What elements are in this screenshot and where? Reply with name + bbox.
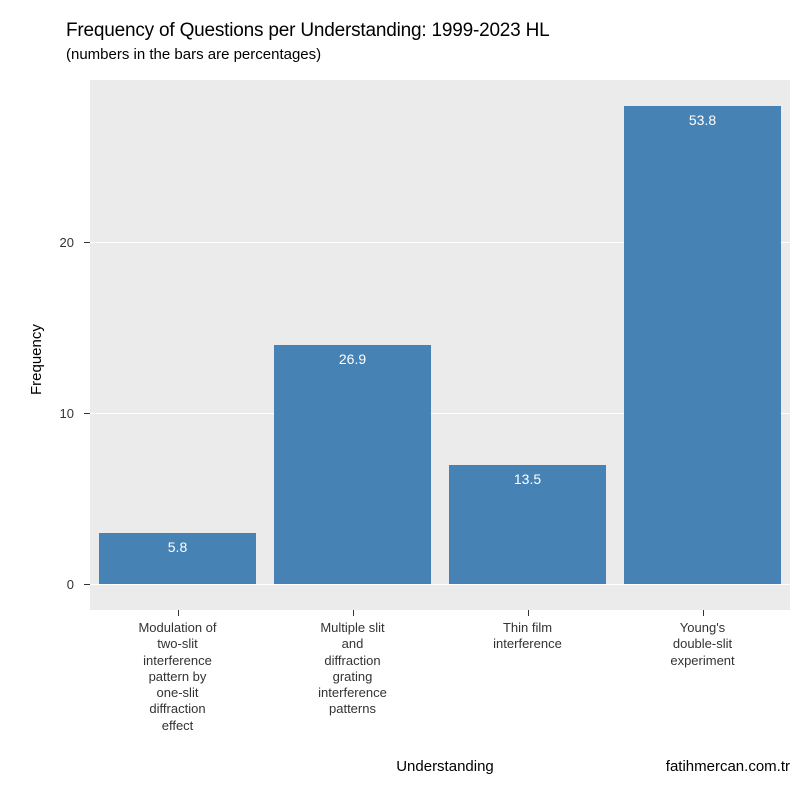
x-tick-label: Modulation oftwo-slitinterferencepattern…	[113, 620, 243, 734]
bar-value-label: 13.5	[449, 471, 607, 487]
y-tick	[84, 413, 90, 414]
x-tick	[528, 610, 529, 616]
x-tick	[178, 610, 179, 616]
x-tick-label: Thin filminterference	[463, 620, 593, 653]
y-tick-label: 20	[0, 235, 74, 250]
y-tick	[84, 584, 90, 585]
chart-container: Frequency of Questions per Understanding…	[0, 0, 800, 800]
chart-subtitle: (numbers in the bars are percentages)	[66, 46, 321, 63]
y-axis-label: Frequency	[28, 324, 45, 395]
y-tick-label: 10	[0, 406, 74, 421]
bar	[624, 106, 782, 585]
bar-value-label: 53.8	[624, 112, 782, 128]
x-tick-label: Multiple slitanddiffractiongratinginterf…	[288, 620, 418, 718]
bar-value-label: 5.8	[99, 539, 257, 555]
x-tick-label: Young'sdouble-slitexperiment	[638, 620, 768, 669]
x-tick	[353, 610, 354, 616]
bar-value-label: 26.9	[274, 351, 432, 367]
y-tick	[84, 242, 90, 243]
y-tick-label: 0	[0, 577, 74, 592]
x-tick	[703, 610, 704, 616]
bar	[274, 345, 432, 584]
chart-title: Frequency of Questions per Understanding…	[66, 20, 550, 42]
attribution-text: fatihmercan.com.tr	[666, 758, 790, 775]
